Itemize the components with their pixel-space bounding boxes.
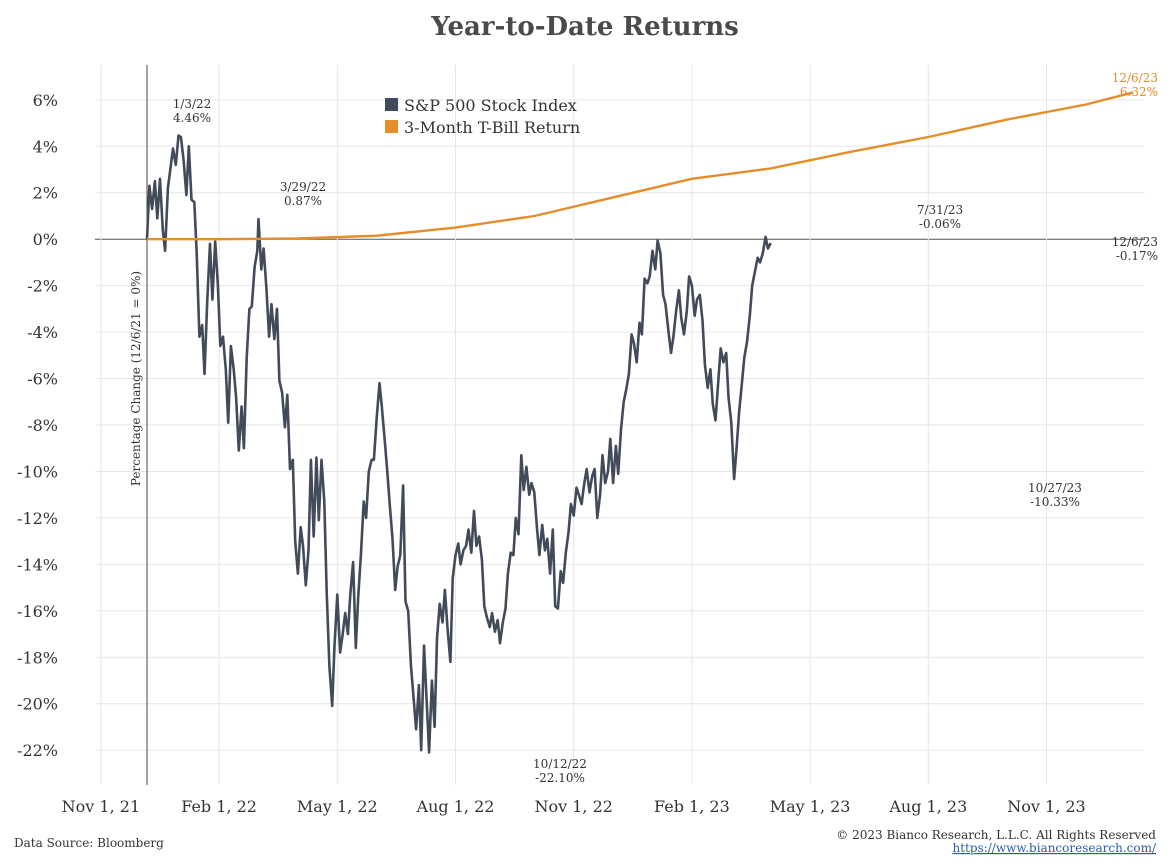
x-tick-label: Aug 1, 23 [888, 797, 967, 816]
legend: S&P 500 Stock Index 3-Month T-Bill Retur… [385, 96, 580, 137]
legend-swatch-sp500 [385, 98, 398, 111]
data-source: Data Source: Bloomberg [14, 836, 164, 850]
y-axis-label: Percentage Change (12/6/21 = 0%) [129, 271, 143, 486]
x-tick-label: Feb 1, 22 [181, 797, 257, 816]
annotations: 1/3/224.46% 3/29/220.87% 10/12/22-22.10% 7/… [173, 71, 1158, 785]
y-tick-label: -20% [17, 695, 58, 714]
copyright: © 2023 Bianco Research, L.L.C. All Right… [836, 828, 1156, 842]
x-tick-label: May 1, 23 [770, 797, 851, 816]
y-axis-ticks: 6% 4% 2% 0% -2% -4% -6% -8% -10% -12% -14% -16% -18%… [17, 91, 58, 760]
y-tick-label: 0% [33, 230, 58, 249]
gridlines [95, 65, 1145, 785]
legend-swatch-tbill [385, 120, 398, 133]
annotation-date: 3/29/22 [280, 180, 326, 194]
annotation-value: -0.06% [919, 217, 961, 231]
series-line-sp500 [145, 134, 772, 754]
legend-label-tbill: 3-Month T-Bill Return [404, 118, 580, 137]
x-tick-label: Aug 1, 22 [416, 797, 495, 816]
annotation-value: -22.10% [535, 771, 585, 785]
x-tick-label: Nov 1, 22 [534, 797, 612, 816]
y-tick-label: -10% [17, 462, 58, 481]
series-group [145, 91, 1134, 754]
y-tick-label: -12% [17, 509, 58, 528]
annotation-value: 0.87% [284, 194, 322, 208]
chart-title: Year-to-Date Returns [430, 12, 739, 42]
website-link[interactable]: https://www.biancoresearch.com/ [952, 841, 1156, 855]
annotation-date: 12/6/23 [1112, 235, 1158, 249]
annotation-value: -10.33% [1030, 495, 1080, 509]
y-tick-label: -8% [27, 416, 58, 435]
annotation-date: 10/12/22 [533, 757, 587, 771]
y-tick-label: 6% [33, 91, 58, 110]
annotation-date: 7/31/23 [917, 203, 963, 217]
annotation-date: 10/27/23 [1028, 481, 1082, 495]
x-tick-label: Feb 1, 23 [654, 797, 730, 816]
annotation-value: 4.46% [173, 111, 211, 125]
y-tick-label: -14% [17, 555, 58, 574]
legend-label-sp500: S&P 500 Stock Index [404, 96, 577, 115]
series-line-tbill [147, 91, 1134, 241]
y-tick-label: -2% [27, 277, 58, 296]
annotation-date: 12/6/23 [1112, 71, 1158, 85]
annotation-value: 6.32% [1120, 85, 1158, 99]
x-tick-label: May 1, 22 [297, 797, 378, 816]
y-tick-label: 2% [33, 184, 58, 203]
y-tick-label: 4% [33, 137, 58, 156]
x-tick-label: Nov 1, 23 [1007, 797, 1085, 816]
annotation-value: -0.17% [1116, 249, 1158, 263]
y-tick-label: -16% [17, 602, 58, 621]
y-tick-label: -6% [27, 370, 58, 389]
x-axis-ticks: Nov 1, 21 Feb 1, 22 May 1, 22 Aug 1, 22 Nov … [62, 797, 1086, 816]
x-tick-label: Nov 1, 21 [62, 797, 140, 816]
y-tick-label: -4% [27, 323, 58, 342]
annotation-date: 1/3/22 [173, 97, 212, 111]
y-tick-label: -18% [17, 648, 58, 667]
y-tick-label: -22% [17, 741, 58, 760]
